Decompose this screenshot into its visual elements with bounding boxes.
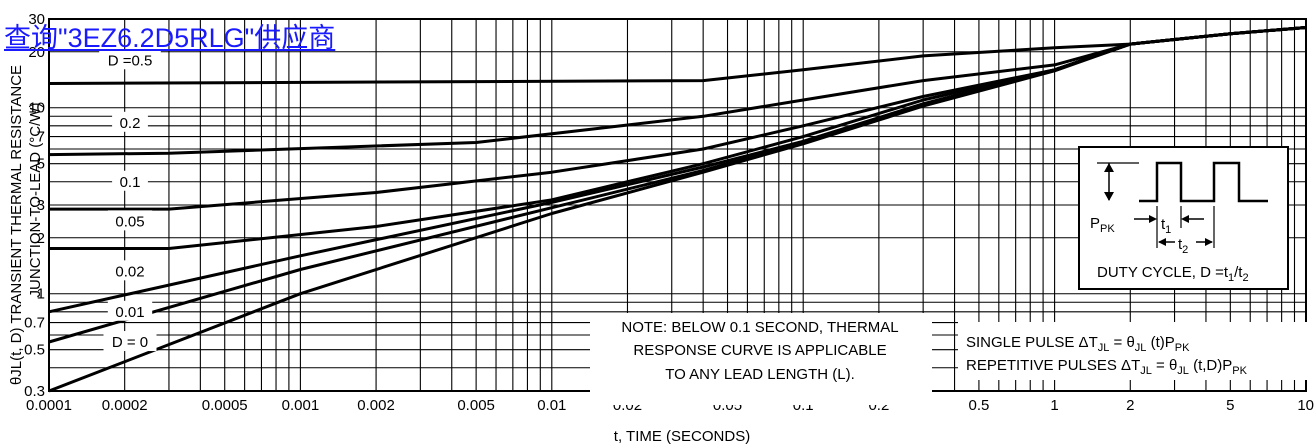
supplier-query-link[interactable]: 查询"3EZ6.2D5RLG"供应商 — [4, 23, 336, 53]
repetitive-pulse-equation: REPETITIVE PULSES ΔTJL = θJL (t,D)PPK — [966, 357, 1248, 377]
y-tick-label: 30 — [28, 11, 45, 28]
y-tick-label: 10 — [28, 100, 45, 117]
curve-label: 0.02 — [115, 263, 144, 280]
curve-label: 0.01 — [115, 304, 144, 321]
y-tick-label: 0.5 — [24, 342, 45, 359]
x-tick-label: 1 — [1050, 397, 1058, 414]
inset-t1-label: t1 — [1161, 216, 1171, 236]
curve-label: 0.05 — [115, 213, 144, 230]
x-tick-label: 0.001 — [282, 397, 320, 414]
x-tick-label: 0.0002 — [102, 397, 148, 414]
note-line-3: TO ANY LEAD LENGTH (L). — [665, 366, 855, 383]
x-tick-label: 0.5 — [968, 397, 989, 414]
curve-label: 0.1 — [120, 174, 141, 191]
duty-cycle-inset: PPK t1 t2 DUTY CYCLE, D =t1/t2 — [1078, 146, 1289, 290]
single-pulse-equation: SINGLE PULSE ΔTJL = θJL (t)PPK — [966, 334, 1190, 354]
curve-label-bg — [112, 170, 148, 191]
pulse-equation-box: SINGLE PULSE ΔTJL = θJL (t)PPK REPETITIV… — [958, 322, 1308, 380]
curve-label-bg — [107, 300, 153, 321]
x-tick-label: 5 — [1226, 397, 1234, 414]
y-tick-label: 3 — [37, 197, 45, 214]
curve-label-bg — [107, 260, 153, 281]
y-tick-label: 7 — [37, 129, 45, 146]
x-tick-label: 10 — [1297, 397, 1314, 414]
curve-label: 0.2 — [120, 115, 141, 132]
curve-label-bg — [103, 331, 157, 352]
y-tick-label: 0.7 — [24, 315, 45, 332]
curve-label: D = 0 — [112, 334, 148, 351]
y-tick-label: 0.3 — [24, 383, 45, 400]
curve-6 — [48, 26, 1307, 393]
note-box: NOTE: BELOW 0.1 SECOND, THERMAL RESPONSE… — [590, 313, 932, 405]
curve-label: D =0.5 — [108, 52, 153, 69]
curve-labels: D =0.5 0.2 0.1 0.05 0.02 0.01 D = 0 — [99, 49, 161, 352]
x-tick-label: 0.002 — [357, 397, 395, 414]
y-axis-title-line1: θJL(t, D) TRANSIENT THERMAL RESISTANCE — [8, 65, 25, 385]
x-tick-label: 0.01 — [537, 397, 566, 414]
x-tick-label: 0.0001 — [26, 397, 72, 414]
curve-label-bg — [112, 111, 148, 132]
curve-label-bg — [107, 210, 153, 231]
curves — [48, 26, 1307, 393]
x-tick-label: 0.005 — [457, 397, 495, 414]
inset-duty-label: DUTY CYCLE, D =t1/t2 — [1097, 264, 1249, 284]
note-line-1: NOTE: BELOW 0.1 SECOND, THERMAL — [621, 319, 898, 336]
note-line-2: RESPONSE CURVE IS APPLICABLE — [633, 342, 886, 359]
y-tick-labels: 0.3 0.5 0.7 1 2 3 5 7 10 20 30 — [24, 11, 45, 400]
x-tick-label: 2 — [1126, 397, 1134, 414]
y-tick-label: 20 — [28, 44, 45, 61]
x-axis-title: t, TIME (SECONDS) — [614, 428, 750, 445]
y-tick-label: 2 — [37, 230, 45, 247]
x-tick-label: 0.0005 — [202, 397, 248, 414]
curve-label-bg — [99, 49, 161, 70]
inset-t2-label: t2 — [1178, 236, 1188, 256]
y-tick-label: 5 — [37, 156, 45, 173]
y-tick-label: 1 — [37, 286, 45, 303]
y-axis-title-line2: JUNCTION-TO-LEAD (°C/W) — [27, 103, 44, 298]
